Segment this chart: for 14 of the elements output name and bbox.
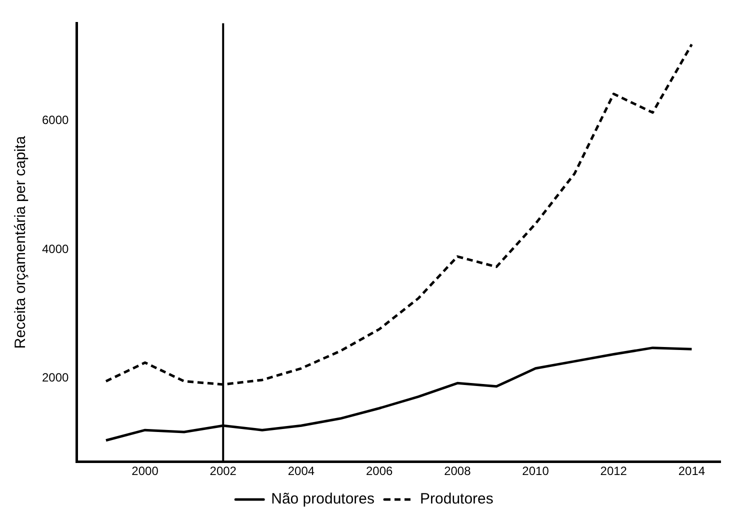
y-tick-label: 2000 — [42, 370, 70, 384]
x-tick-label: 2008 — [444, 464, 472, 478]
y-tick-label: 6000 — [42, 113, 70, 128]
x-tick-label: 2014 — [678, 464, 706, 478]
legend-label: Produtores — [420, 490, 494, 508]
x-tick-label: 2000 — [132, 464, 159, 478]
x-tick-label: 2004 — [288, 464, 315, 478]
x-tick-label: 2002 — [210, 464, 237, 478]
legend-label: Não produtores — [271, 490, 375, 508]
x-tick-label: 2012 — [600, 464, 628, 478]
x-tick-label: 2010 — [522, 464, 550, 478]
y-tick-label: 4000 — [42, 242, 70, 256]
x-tick-label: 2006 — [366, 464, 393, 478]
y-axis-title: Receita orçamentária per capita — [12, 135, 30, 349]
